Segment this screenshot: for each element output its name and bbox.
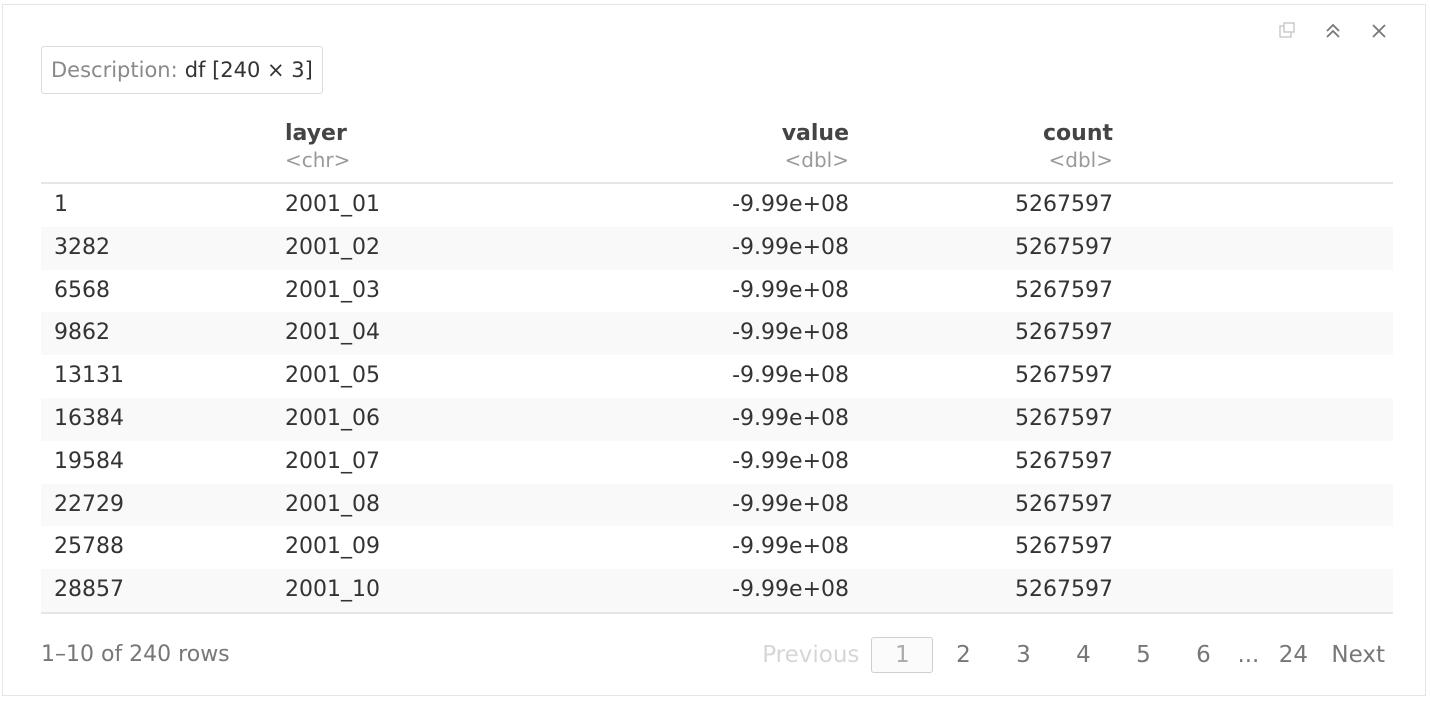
page-ellipsis: ... (1237, 642, 1260, 668)
collapse-icon[interactable] (1321, 19, 1345, 43)
column-name: count (1043, 121, 1113, 146)
cell-layer: 2001_06 (285, 405, 380, 431)
cell-count: 5267597 (1015, 534, 1113, 560)
page-button-6[interactable]: 6 (1196, 642, 1211, 668)
table-row: 25788 2001_09 -9.99e+08 5267597 (41, 526, 1393, 569)
cell-count: 5267597 (1015, 405, 1113, 431)
row-number: 9862 (54, 320, 110, 346)
row-number: 16384 (54, 405, 124, 431)
data-table: layer <chr> value <dbl> count <dbl> 1 20… (41, 117, 1393, 614)
cell-layer: 2001_07 (285, 448, 380, 474)
page-button-last[interactable]: 24 (1278, 642, 1309, 668)
cell-value: -9.99e+08 (732, 491, 849, 517)
table-row: 22729 2001_08 -9.99e+08 5267597 (41, 483, 1393, 527)
notebook-output-frame: Description: df [240 × 3] layer <chr> va… (2, 4, 1426, 696)
table-row: 19584 2001_07 -9.99e+08 5267597 (41, 441, 1393, 484)
column-name: layer (285, 121, 347, 146)
cell-layer: 2001_05 (285, 363, 380, 389)
row-count-info: 1–10 of 240 rows (41, 642, 230, 667)
row-number: 19584 (54, 448, 124, 474)
table-footer: 1–10 of 240 rows Previous 1 2 3 4 5 6 ..… (41, 635, 1393, 675)
next-page-button[interactable]: Next (1331, 642, 1385, 668)
close-icon[interactable] (1367, 19, 1391, 43)
cell-value: -9.99e+08 (732, 448, 849, 474)
table-row: 6568 2001_03 -9.99e+08 5267597 (41, 270, 1393, 313)
open-in-viewer-icon[interactable] (1275, 19, 1299, 43)
table-row: 28857 2001_10 -9.99e+08 5267597 (41, 569, 1393, 612)
row-number: 3282 (54, 234, 110, 260)
column-header-count[interactable]: count <dbl> (1043, 120, 1113, 174)
pagination: Previous 1 2 3 4 5 6 ... 24 Next (762, 635, 1385, 675)
column-type: <dbl> (1048, 148, 1113, 172)
column-header-value[interactable]: value <dbl> (782, 120, 849, 174)
description-box: Description: df [240 × 3] (41, 46, 323, 94)
row-number: 13131 (54, 363, 124, 389)
cell-count: 5267597 (1015, 320, 1113, 346)
page-button-2[interactable]: 2 (956, 642, 971, 668)
table-row: 1 2001_01 -9.99e+08 5267597 (41, 184, 1393, 227)
cell-count: 5267597 (1015, 234, 1113, 260)
cell-count: 5267597 (1015, 448, 1113, 474)
cell-value: -9.99e+08 (732, 192, 849, 217)
page-button-3[interactable]: 3 (1016, 642, 1031, 668)
cell-layer: 2001_09 (285, 534, 380, 560)
column-type: <chr> (285, 148, 351, 172)
cell-layer: 2001_02 (285, 234, 380, 260)
cell-value: -9.99e+08 (732, 277, 849, 303)
page-button-current[interactable]: 1 (871, 637, 934, 673)
description-value: df [240 × 3] (184, 58, 313, 82)
cell-value: -9.99e+08 (732, 234, 849, 260)
cell-value: -9.99e+08 (732, 405, 849, 431)
output-actions (1275, 19, 1391, 43)
row-number: 22729 (54, 491, 124, 517)
cell-value: -9.99e+08 (732, 320, 849, 346)
cell-count: 5267597 (1015, 491, 1113, 517)
table-bottom-border (41, 611, 1393, 614)
cell-value: -9.99e+08 (732, 363, 849, 389)
table-row: 3282 2001_02 -9.99e+08 5267597 (41, 226, 1393, 270)
cell-count: 5267597 (1015, 192, 1113, 217)
cell-count: 5267597 (1015, 577, 1113, 603)
cell-count: 5267597 (1015, 363, 1113, 389)
table-header: layer <chr> value <dbl> count <dbl> (41, 117, 1393, 184)
column-header-layer[interactable]: layer <chr> (285, 120, 350, 174)
row-number: 6568 (54, 277, 110, 303)
cell-value: -9.99e+08 (732, 577, 849, 603)
column-type: <dbl> (784, 148, 849, 172)
page-button-4[interactable]: 4 (1076, 642, 1091, 668)
row-number: 28857 (54, 577, 124, 603)
cell-layer: 2001_10 (285, 577, 380, 603)
previous-page-button[interactable]: Previous (762, 642, 860, 668)
row-number: 1 (54, 192, 68, 217)
page-button-5[interactable]: 5 (1136, 642, 1151, 668)
table-row: 9862 2001_04 -9.99e+08 5267597 (41, 312, 1393, 356)
table-row: 13131 2001_05 -9.99e+08 5267597 (41, 355, 1393, 398)
table-row: 16384 2001_06 -9.99e+08 5267597 (41, 397, 1393, 441)
cell-layer: 2001_08 (285, 491, 380, 517)
cell-count: 5267597 (1015, 277, 1113, 303)
cell-value: -9.99e+08 (732, 534, 849, 560)
column-name: value (781, 121, 849, 146)
cell-layer: 2001_03 (285, 277, 380, 303)
description-label: Description: (51, 58, 178, 82)
row-number: 25788 (54, 534, 124, 560)
cell-layer: 2001_04 (285, 320, 380, 346)
cell-layer: 2001_01 (285, 192, 380, 217)
